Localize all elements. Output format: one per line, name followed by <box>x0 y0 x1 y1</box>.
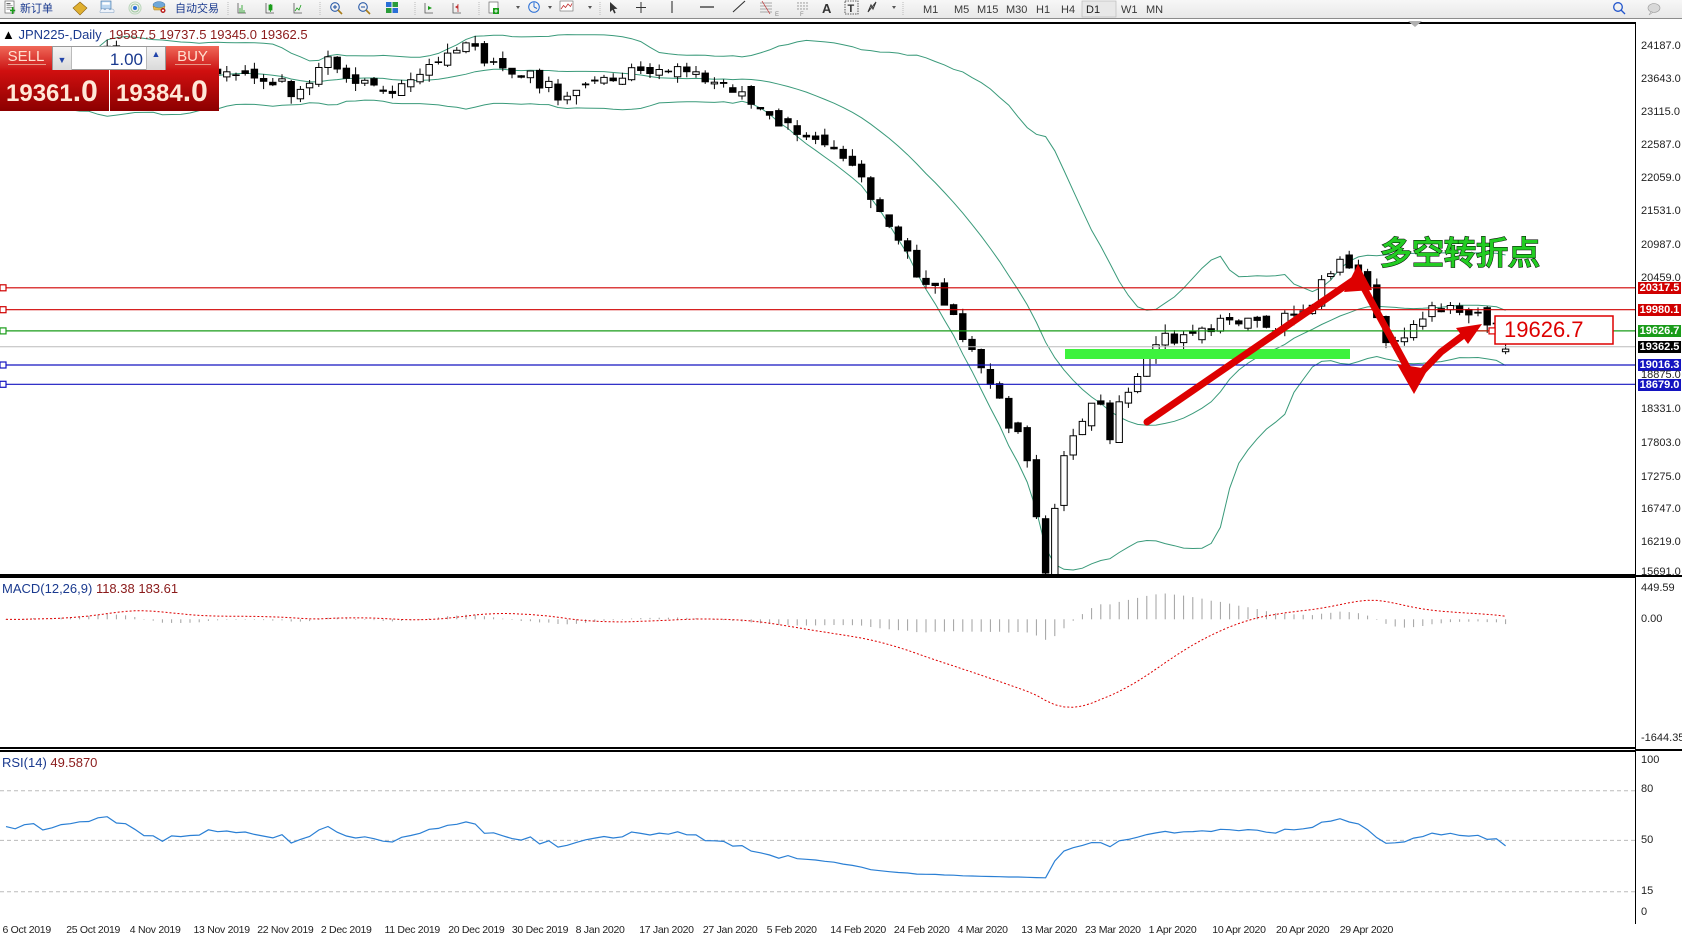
svg-text:新订单: 新订单 <box>20 1 53 15</box>
svg-text:T: T <box>848 3 855 15</box>
svg-text:多空转折点: 多空转折点 <box>1380 235 1540 271</box>
svg-text:自动交易: 自动交易 <box>175 1 219 15</box>
svg-text:F: F <box>800 12 804 18</box>
svg-text:A: A <box>822 1 832 16</box>
svg-text:H4: H4 <box>1061 4 1075 16</box>
svg-text:D1: D1 <box>1086 4 1100 16</box>
svg-text:E: E <box>775 12 779 18</box>
svg-text:MN: MN <box>1146 4 1163 16</box>
svg-text:M30: M30 <box>1006 4 1027 16</box>
svg-text:19626.7: 19626.7 <box>1504 317 1584 342</box>
svg-text:M5: M5 <box>954 4 969 16</box>
svg-text:W1: W1 <box>1121 4 1138 16</box>
svg-text:H1: H1 <box>1036 4 1050 16</box>
svg-text:M1: M1 <box>923 4 938 16</box>
svg-text:M15: M15 <box>977 4 998 16</box>
